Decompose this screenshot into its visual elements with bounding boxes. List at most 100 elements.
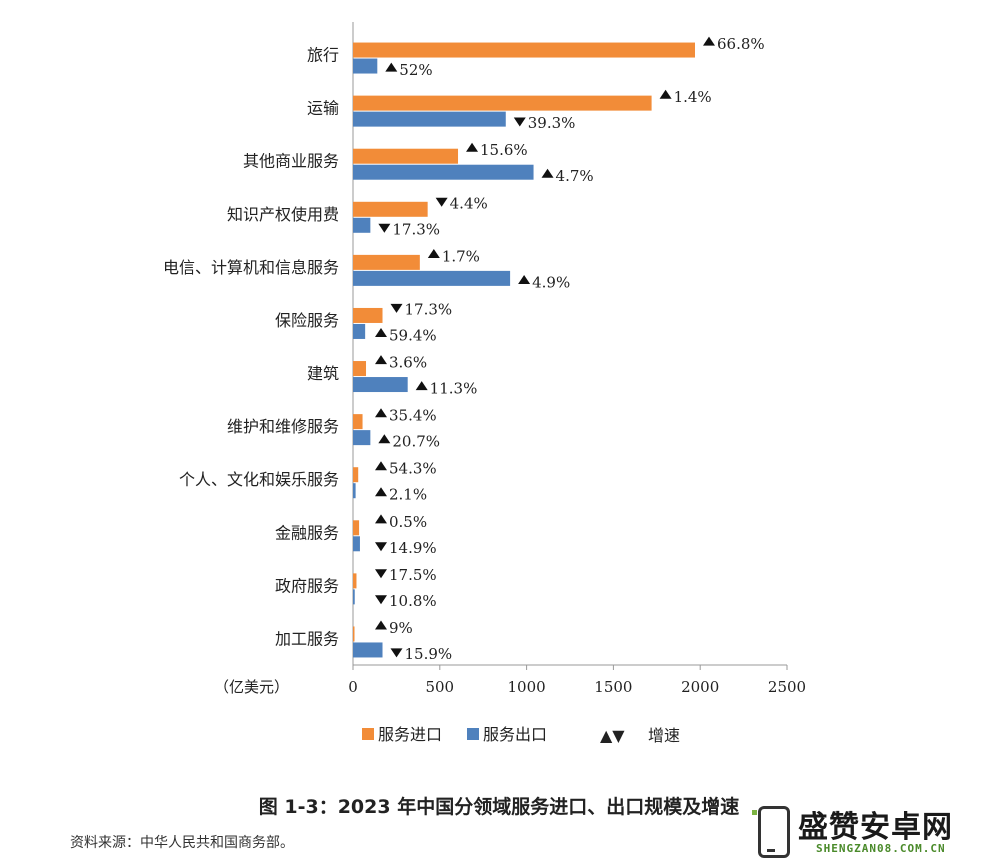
- import-bar: [353, 626, 355, 642]
- category-label: 其他商业服务: [243, 152, 339, 171]
- bar-chart: 旅行运输其他商业服务知识产权使用费电信、计算机和信息服务保险服务建筑维护和维修服…: [163, 22, 806, 745]
- x-tick-label: 2000: [681, 678, 719, 696]
- legend-import-swatch: [362, 728, 374, 740]
- import-bar: [353, 148, 459, 164]
- import-bar: [353, 201, 428, 217]
- export-rate-label: 2.1%: [389, 486, 427, 504]
- export-bar: [353, 164, 534, 180]
- export-rate-label: 4.9%: [532, 273, 570, 291]
- export-bar: [353, 111, 506, 127]
- export-rate-label: 39.3%: [528, 114, 576, 132]
- watermark-name: 盛赞安卓网: [798, 810, 953, 845]
- rate-down-icon: [390, 303, 403, 313]
- rate-down-icon: [375, 542, 387, 552]
- category-label: 电信、计算机和信息服务: [163, 258, 339, 277]
- import-rate-label: 0.5%: [389, 513, 427, 531]
- import-rate-label: 15.6%: [480, 141, 528, 159]
- chart-bars: [353, 42, 695, 658]
- export-rate-label: 59.4%: [389, 326, 437, 344]
- rate-up-icon: [375, 355, 387, 365]
- legend-rate-label: 增速: [648, 726, 680, 745]
- rate-down-icon: [390, 648, 403, 658]
- export-rate-label: 14.9%: [389, 539, 437, 557]
- import-rate-label: 17.5%: [389, 566, 437, 584]
- export-rate-label: 17.3%: [392, 220, 440, 238]
- import-bar: [353, 414, 363, 430]
- rate-up-icon: [518, 274, 531, 284]
- import-rate-label: 54.3%: [389, 460, 437, 478]
- rate-up-icon: [375, 408, 387, 418]
- rate-up-icon: [375, 620, 387, 630]
- phone-icon: [758, 806, 790, 858]
- export-rate-label: 10.8%: [389, 592, 437, 610]
- import-rate-label: 66.8%: [717, 35, 765, 53]
- category-label: 知识产权使用费: [227, 205, 339, 224]
- x-tick-label: 500: [425, 678, 454, 696]
- import-rate-label: 3.6%: [389, 354, 427, 372]
- category-label: 政府服务: [275, 576, 339, 595]
- import-bar: [353, 307, 383, 323]
- import-rate-label: 35.4%: [389, 407, 437, 425]
- rate-up-icon: [415, 381, 428, 391]
- category-label: 加工服务: [275, 629, 339, 648]
- export-rate-label: 11.3%: [430, 380, 478, 398]
- rate-up-icon: [378, 434, 391, 444]
- export-bar: [353, 430, 371, 446]
- export-bar: [353, 323, 366, 339]
- import-bar: [353, 42, 695, 58]
- import-rate-label: 9%: [389, 619, 413, 637]
- import-rate-label: 1.4%: [674, 88, 712, 106]
- rate-down-icon: [513, 117, 526, 127]
- export-bar: [353, 377, 408, 393]
- chart-legend: 服务进口 服务出口 ▲▼ 增速: [362, 725, 680, 745]
- rate-down-icon: [375, 569, 387, 579]
- legend-item-label: 服务进口: [378, 725, 442, 744]
- category-label: 个人、文化和娱乐服务: [179, 470, 339, 489]
- x-tick-label: 1500: [594, 678, 632, 696]
- legend-item-label: 服务出口: [483, 725, 547, 744]
- export-bar: [353, 536, 360, 552]
- legend-export-swatch: [467, 728, 479, 740]
- category-label: 金融服务: [275, 523, 339, 542]
- x-unit-label: （亿美元）: [214, 678, 289, 696]
- import-bar: [353, 95, 652, 111]
- rate-labels: 66.8% 52% 1.4% 39.3%15.6% 4.7% 4.4% 17.3%1.7% 4…: [375, 35, 765, 663]
- rate-up-icon: [427, 248, 440, 258]
- legend-rate-symbol: ▲▼: [600, 726, 625, 745]
- rate-down-icon: [378, 223, 391, 233]
- export-bar: [353, 217, 371, 233]
- export-rate-label: 15.9%: [405, 645, 453, 663]
- rate-up-icon: [375, 461, 387, 471]
- figure-caption: 图 1-3：2023 年中国分领域服务进口、出口规模及增速: [258, 796, 740, 818]
- watermark-logo: 盛赞安卓网 SHENGZAN08.COM.CN: [752, 800, 992, 860]
- category-labels: 旅行运输其他商业服务知识产权使用费电信、计算机和信息服务保险服务建筑维护和维修服…: [163, 46, 339, 649]
- rate-down-icon: [435, 197, 448, 207]
- export-bar: [353, 270, 511, 286]
- x-tick-label: 1000: [508, 678, 546, 696]
- rate-up-icon: [466, 142, 479, 152]
- category-label: 维护和维修服务: [227, 417, 339, 436]
- rate-up-icon: [659, 89, 672, 99]
- rate-down-icon: [375, 595, 387, 605]
- source-note: 资料来源：中华人民共和国商务部。: [70, 835, 294, 851]
- category-label: 建筑: [307, 364, 339, 383]
- export-rate-label: 20.7%: [392, 433, 440, 451]
- import-rate-label: 1.7%: [442, 247, 480, 265]
- watermark-domain: SHENGZAN08.COM.CN: [816, 842, 946, 855]
- rate-up-icon: [375, 514, 387, 524]
- export-bar: [353, 589, 355, 605]
- import-rate-label: 4.4%: [450, 194, 488, 212]
- category-label: 保险服务: [275, 311, 339, 330]
- category-label: 旅行: [307, 46, 339, 65]
- export-bar: [353, 642, 383, 658]
- export-rate-label: 52%: [399, 61, 432, 79]
- import-bar: [353, 467, 359, 483]
- x-tick-label: 2500: [768, 678, 806, 696]
- category-label: 运输: [307, 99, 339, 118]
- x-tick-label: 0: [348, 678, 358, 696]
- x-axis: 0 500 1000 1500 2000 2500 （亿美元）: [214, 664, 806, 696]
- rate-up-icon: [541, 168, 554, 178]
- export-rate-label: 4.7%: [556, 167, 594, 185]
- export-bar: [353, 483, 356, 499]
- import-bar: [353, 361, 367, 377]
